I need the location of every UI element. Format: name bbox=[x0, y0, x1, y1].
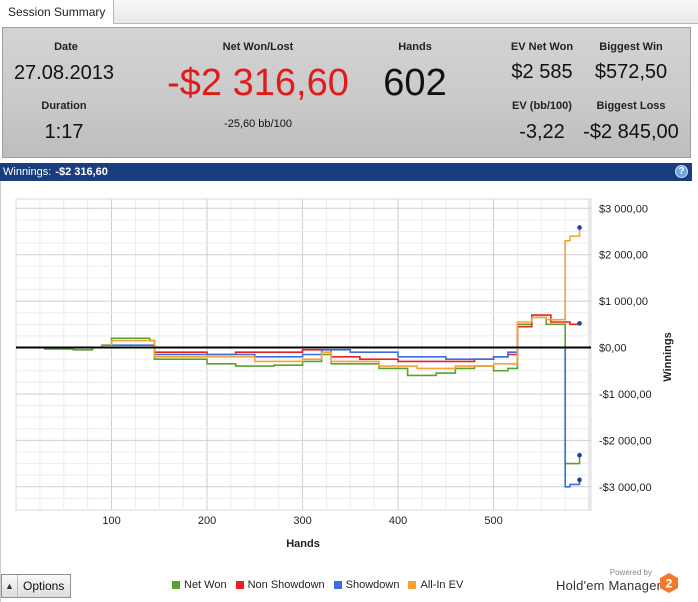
holdem-manager-logo: Powered by Hold'em Manager 2 bbox=[556, 568, 682, 598]
date-label: Date bbox=[54, 41, 78, 53]
ev-net-won-value: $2 585 bbox=[511, 61, 573, 83]
biggest-win-label: Biggest Win bbox=[599, 41, 663, 53]
legend-swatch bbox=[408, 581, 417, 589]
help-icon[interactable]: ? bbox=[675, 165, 688, 178]
y-tick-label: -$2 000,00 bbox=[599, 435, 652, 447]
legend-swatch bbox=[235, 581, 244, 589]
winnings-amount: -$2 316,60 bbox=[55, 166, 108, 178]
legend-label: Net Won bbox=[184, 579, 227, 591]
x-tick-label: 300 bbox=[293, 515, 311, 527]
chart-axes: 100 200 300 400 500 $3 000,00 $2 000,00 $1 000,… bbox=[16, 203, 652, 527]
svg-text:2: 2 bbox=[666, 577, 673, 591]
winnings-label: Winnings: bbox=[3, 166, 52, 178]
x-tick-label: 200 bbox=[198, 515, 216, 527]
legend-swatch bbox=[172, 581, 180, 589]
biggest-loss-label: Biggest Loss bbox=[596, 100, 666, 112]
options-label: Options bbox=[23, 579, 65, 593]
powered-by-text: Powered by bbox=[609, 568, 652, 577]
hm2-logo-icon: 2 bbox=[660, 573, 678, 593]
x-axis-label: Hands bbox=[286, 538, 320, 550]
date-value: 27.08.2013 bbox=[13, 62, 115, 84]
y-tick-label: $2 000,00 bbox=[599, 250, 648, 262]
duration-value: 1:17 bbox=[44, 121, 84, 143]
hands-value: 602 bbox=[383, 62, 447, 104]
y-tick-label: -$3 000,00 bbox=[599, 482, 652, 494]
series-end-point bbox=[577, 225, 582, 230]
net-won-bb: -25,60 bb/100 bbox=[224, 118, 292, 130]
chart-legend: Net Won Non Showdown Showdown All-In EV bbox=[172, 578, 472, 592]
legend-item[interactable]: Showdown bbox=[333, 579, 400, 591]
series-end-point bbox=[577, 321, 582, 326]
ev-bb-label: EV (bb/100) bbox=[512, 100, 572, 112]
winnings-chart-area: 100 200 300 400 500 $3 000,00 $2 000,00 $1 000,… bbox=[0, 181, 692, 602]
duration-label: Duration bbox=[41, 100, 87, 112]
y-tick-label: $3 000,00 bbox=[599, 203, 648, 215]
y-tick-label: $1 000,00 bbox=[599, 296, 648, 308]
y-tick-label: -$1 000,00 bbox=[599, 389, 652, 401]
chart-series bbox=[16, 225, 582, 488]
series-end-point bbox=[577, 477, 582, 483]
legend-label: All-In EV bbox=[420, 579, 464, 591]
net-won-label: Net Won/Lost bbox=[222, 41, 294, 53]
tab-session-summary[interactable]: Session Summary bbox=[0, 0, 115, 24]
biggest-loss-value: -$2 845,00 bbox=[583, 121, 679, 143]
options-button[interactable]: ▲ Options bbox=[1, 574, 71, 598]
expand-up-icon: ▲ bbox=[2, 575, 18, 597]
y-tick-label: $0,00 bbox=[599, 343, 627, 355]
ev-bb-value: -3,22 bbox=[519, 121, 565, 143]
legend-item[interactable]: All-In EV bbox=[408, 579, 463, 591]
series-line-all-in-ev bbox=[16, 227, 581, 370]
net-won-value: -$2 316,60 bbox=[167, 62, 349, 104]
biggest-win-value: $572,50 bbox=[594, 61, 668, 83]
x-tick-label: 400 bbox=[389, 515, 407, 527]
legend-item[interactable]: Net Won bbox=[172, 579, 227, 591]
legend-swatch bbox=[333, 581, 342, 589]
legend-label: Showdown bbox=[345, 579, 400, 591]
legend-label: Non Showdown bbox=[247, 579, 325, 591]
ev-net-won-label: EV Net Won bbox=[510, 41, 574, 53]
hands-label: Hands bbox=[398, 41, 432, 53]
x-tick-label: 100 bbox=[102, 515, 120, 527]
brand-name: Hold'em Manager bbox=[556, 578, 662, 593]
y-axis-label: Winnings bbox=[662, 332, 674, 381]
legend-item[interactable]: Non Showdown bbox=[235, 579, 325, 591]
winnings-header-bar: Winnings: -$2 316,60 ? bbox=[0, 163, 692, 181]
winnings-chart: 100 200 300 400 500 $3 000,00 $2 000,00 $1 000,… bbox=[15, 198, 674, 550]
x-tick-label: 500 bbox=[484, 515, 502, 527]
series-end-point bbox=[577, 452, 582, 458]
summary-panel: Date 27.08.2013 Duration 1:17 Net Won/Lo… bbox=[2, 27, 691, 158]
tab-strip: Session Summary bbox=[0, 0, 698, 24]
